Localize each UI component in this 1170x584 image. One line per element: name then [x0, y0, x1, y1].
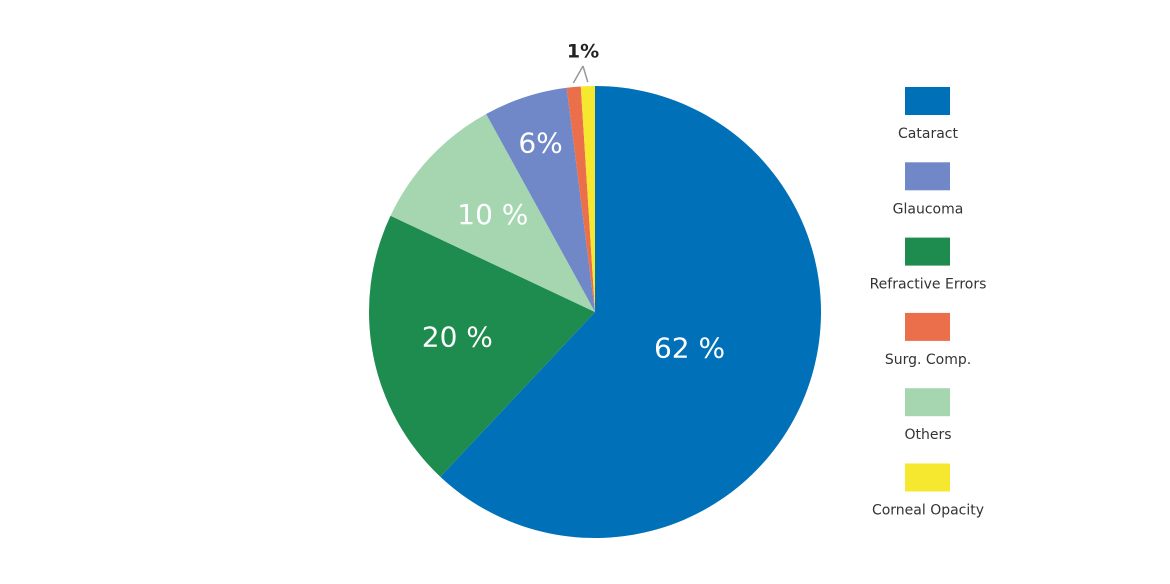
legend-swatch [905, 87, 950, 115]
legend-swatch [905, 162, 950, 191]
value-label: 10 % [457, 198, 528, 231]
leader-line [582, 65, 589, 83]
legend-label: Corneal Opacity [872, 503, 984, 519]
pie-slice [440, 86, 821, 538]
value-label: 62 % [654, 331, 725, 364]
legend-label: Others [904, 427, 951, 443]
pie-slice [369, 215, 595, 477]
legend-label: Glaucoma [893, 201, 964, 217]
leader-line [572, 65, 584, 84]
legend-label: Cataract [898, 126, 958, 142]
value-label: 6% [518, 126, 562, 159]
pie-slice [486, 87, 595, 312]
pie-slice [566, 86, 595, 313]
legend-swatch [905, 463, 950, 492]
legend-swatch [905, 312, 950, 341]
legend-label: Refractive Errors [870, 277, 987, 293]
legend-swatch [905, 237, 950, 266]
legend-label: Surg. Comp. [885, 352, 971, 368]
pie-slice [390, 113, 595, 313]
value-label: 1% [567, 41, 599, 63]
value-label: 20 % [422, 320, 493, 353]
legend-swatch [905, 388, 950, 417]
pie-slice [580, 86, 595, 312]
